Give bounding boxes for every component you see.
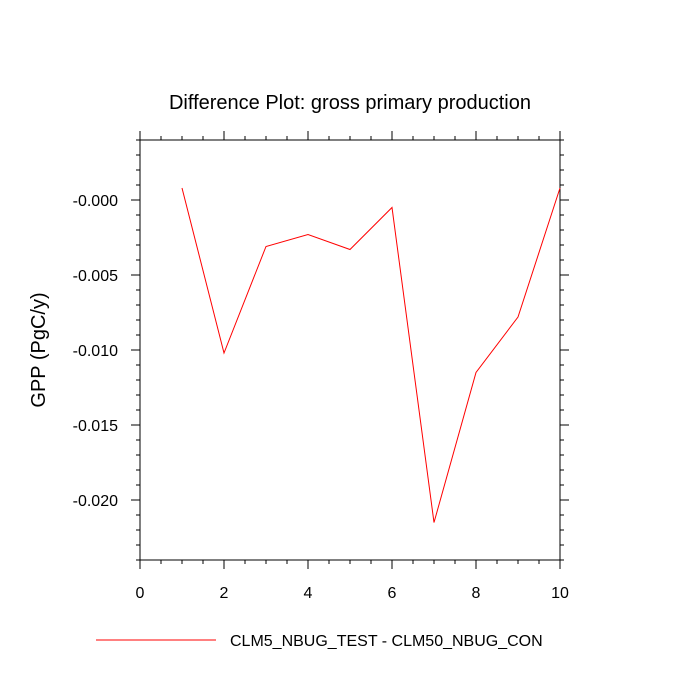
x-tick-label: 4	[304, 585, 313, 602]
x-tick-label: 0	[136, 585, 145, 602]
y-tick-label: -0.015	[73, 418, 118, 435]
x-tick-label: 8	[472, 585, 481, 602]
minor-ticks	[136, 136, 564, 564]
x-tick-label: 2	[220, 585, 229, 602]
y-tick-label: -0.020	[73, 493, 118, 510]
y-tick-label: -0.000	[73, 193, 118, 210]
series-line	[181, 187, 561, 523]
y-axis-ticks: -0.000 -0.005 -0.010 -0.015 -0.020	[73, 193, 569, 510]
x-axis-ticks: 0 2 4 6 8 10	[136, 131, 569, 602]
legend: CLM5_NBUG_TEST - CLM50_NBUG_CON	[96, 633, 543, 650]
series-lines	[181, 187, 561, 523]
chart-title: Difference Plot: gross primary productio…	[169, 92, 531, 114]
y-tick-label: -0.005	[73, 268, 118, 285]
y-axis-label: GPP (PgC/y)	[28, 292, 50, 407]
x-tick-label: 6	[388, 585, 397, 602]
x-tick-label: 10	[551, 585, 569, 602]
plot-frame	[139, 139, 561, 561]
y-tick-label: -0.010	[73, 343, 118, 360]
legend-label: CLM5_NBUG_TEST - CLM50_NBUG_CON	[230, 633, 543, 650]
